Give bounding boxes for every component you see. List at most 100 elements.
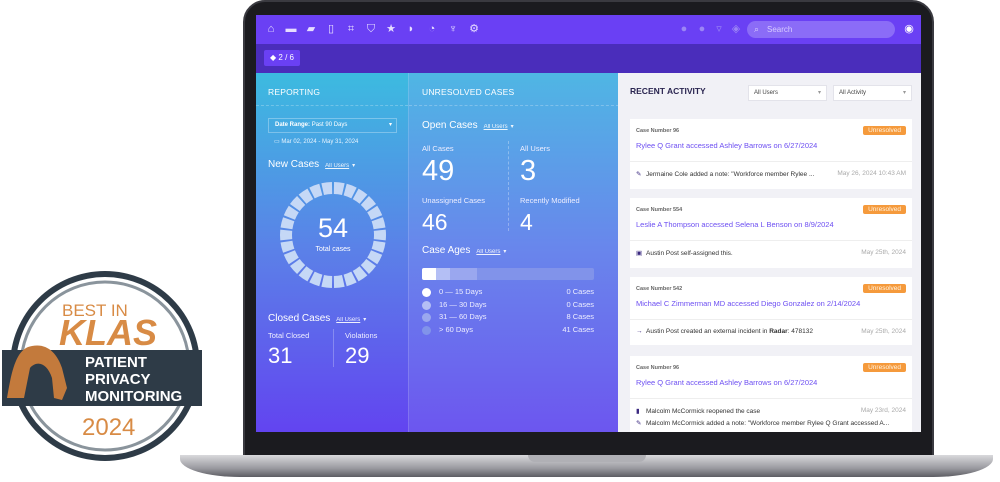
shield-icon[interactable]: ⛉: [366, 23, 376, 35]
activity-time: May 25th, 2024: [861, 328, 906, 335]
gear-icon[interactable]: ⚙: [469, 23, 479, 35]
case-age-count: 0 Cases: [566, 299, 594, 309]
closed-cases-user-filter[interactable]: All Users: [336, 317, 366, 323]
activity-item: ✎ Jermaine Cole added a note: "Workforce …: [636, 170, 814, 178]
app-screen: ⌂ ▬ ▰ ▯ ⌗ ⛉ ★ ◗ ◔ ♆ ⚙ ● ● ▿ ◈ ⌕ Search ◉ …: [256, 15, 921, 432]
activity-card[interactable]: Case Number 96 Unresolved Rylee Q Grant ac…: [630, 119, 912, 189]
help-icon[interactable]: ●: [698, 23, 706, 35]
case-age-row: 0 — 15 Days 0 Cases: [422, 287, 594, 300]
unresolved-title: UNRESOLVED CASES: [422, 87, 515, 97]
file-search-icon[interactable]: ▯: [327, 23, 335, 35]
activity-item: → Austin Post created an external inciden…: [636, 328, 813, 335]
laptop-base: [180, 455, 993, 477]
donut-segment: [280, 240, 295, 253]
search-placeholder: Search: [767, 25, 793, 34]
recent-activity-panel: RECENT ACTIVITY All Users All Activity C…: [618, 73, 921, 432]
klas-line3: PATIENT: [85, 354, 147, 371]
donut-segment: [352, 188, 368, 204]
all-users-value: 3: [520, 155, 537, 187]
case-number: Case Number 96: [636, 128, 680, 134]
case-age-dot: [422, 325, 431, 335]
new-cases-user-filter[interactable]: All Users: [325, 163, 355, 169]
all-users-label: All Users: [520, 144, 551, 153]
pencil-icon: ✎: [636, 171, 642, 178]
search-input[interactable]: ⌕ Search: [747, 21, 895, 38]
klas-line4: PRIVACY: [85, 371, 151, 388]
case-title-link[interactable]: Michael C Zimmerman MD accessed Diego Go…: [636, 299, 861, 308]
laptop-notch: [528, 455, 646, 462]
activity-filter-dropdown[interactable]: All Activity: [833, 85, 912, 101]
klas-line1: BEST IN: [62, 301, 128, 320]
filter-icon[interactable]: ▿: [716, 23, 722, 35]
activity-suffix: : 478132: [787, 328, 813, 335]
case-title-link[interactable]: Rylee Q Grant accessed Ashley Barrows on…: [636, 141, 818, 150]
case-age-segment: [435, 268, 450, 280]
tag-icon[interactable]: ◗: [407, 23, 415, 35]
reporting-title: REPORTING: [268, 87, 321, 97]
recently-modified-label: Recently Modified: [520, 196, 580, 205]
arrow-right-icon: →: [636, 328, 643, 335]
sub-bar: ◆ 2 / 6: [256, 44, 921, 73]
page-indicator[interactable]: ◆ 2 / 6: [264, 50, 300, 66]
gauge-icon[interactable]: ◔: [428, 23, 436, 35]
new-cases-total-label: Total cases: [315, 246, 351, 253]
case-ages-user-filter[interactable]: All Users: [476, 249, 506, 255]
case-age-segment: [422, 268, 436, 280]
activity-card[interactable]: Case Number 96 Unresolved Rylee Q Grant ac…: [630, 356, 912, 432]
case-ages-legend: 0 — 15 Days 0 Cases 16 — 30 Days 0 Cases 31 …: [422, 287, 594, 337]
folders-icon[interactable]: ▰: [306, 23, 316, 35]
donut-segment: [289, 258, 306, 274]
donut-segment: [371, 240, 386, 253]
case-number: Case Number 554: [636, 207, 683, 213]
case-age-range: > 60 Days: [439, 324, 473, 334]
layers-icon[interactable]: ◈: [731, 23, 741, 35]
recently-modified-value: 4: [520, 209, 533, 235]
info-icon[interactable]: ●: [680, 23, 688, 35]
star-icon[interactable]: ★: [386, 23, 396, 35]
klas-line5: MONITORING: [85, 388, 183, 405]
case-age-dot: [422, 288, 431, 297]
all-cases-label: All Cases: [422, 144, 454, 153]
folder-icon[interactable]: ▬: [285, 23, 297, 35]
activity-text: Malcolm McCormick reopened the case: [646, 408, 761, 415]
case-number: Case Number 96: [636, 365, 680, 371]
activity-text: Jermaine Cole added a note: "Workforce m…: [646, 171, 815, 178]
unassigned-value: 46: [422, 209, 448, 235]
open-cases-user-filter[interactable]: All Users: [484, 124, 514, 130]
new-cases-donut: [280, 182, 386, 288]
case-number: Case Number 542: [636, 286, 683, 292]
user-account-icon[interactable]: ◉: [904, 23, 914, 35]
case-age-count: 8 Cases: [566, 312, 594, 321]
case-age-dot: [422, 300, 431, 310]
case-age-segment: [449, 268, 478, 280]
donut-segment: [289, 196, 306, 212]
activity-card[interactable]: Case Number 554 Unresolved Leslie A Thomps…: [630, 198, 912, 268]
case-title-link[interactable]: Rylee Q Grant accessed Ashley Barrows on…: [636, 378, 818, 387]
home-icon[interactable]: ⌂: [267, 23, 275, 35]
klas-year: 2024: [82, 414, 136, 441]
case-age-range: 16 — 30 Days: [439, 299, 487, 309]
case-age-row: > 60 Days 41 Cases: [422, 325, 594, 338]
donut-segment: [283, 205, 299, 220]
case-age-row: 16 — 30 Days 0 Cases: [422, 300, 594, 313]
case-title-link[interactable]: Leslie A Thompson accessed Selena L Bens…: [636, 220, 834, 229]
donut-segment: [352, 266, 368, 282]
donut-segment: [309, 271, 323, 287]
network-icon[interactable]: ⌗: [347, 23, 355, 35]
page-count: 2 / 6: [278, 53, 294, 62]
case-age-range: 31 — 60 Days: [439, 312, 487, 321]
date-range-label: Date Range:: [275, 122, 311, 128]
closed-cases-title: Closed Cases: [268, 313, 331, 324]
plug-icon[interactable]: ♆: [448, 23, 458, 35]
users-filter-dropdown[interactable]: All Users: [748, 85, 827, 101]
activity-time: May 25th, 2024: [861, 249, 906, 256]
date-range-select[interactable]: Date Range: Past 90 Days ▾: [268, 118, 397, 133]
activity-text: Austin Post created an external incident…: [646, 328, 770, 335]
reporting-panel: REPORTING Date Range: Past 90 Days ▾ ▭ Ma…: [256, 73, 408, 432]
calendar-icon: ▭: [274, 139, 282, 145]
case-ages-title: Case Ages: [422, 245, 471, 256]
top-nav: ⌂ ▬ ▰ ▯ ⌗ ⛉ ★ ◗ ◔ ♆ ⚙ ● ● ▿ ◈ ⌕ Search ◉: [256, 15, 921, 44]
activity-card[interactable]: Case Number 542 Unresolved Michael C Zimme…: [630, 277, 912, 345]
chevron-down-icon: ▾: [388, 122, 392, 128]
donut-segment: [283, 250, 299, 265]
